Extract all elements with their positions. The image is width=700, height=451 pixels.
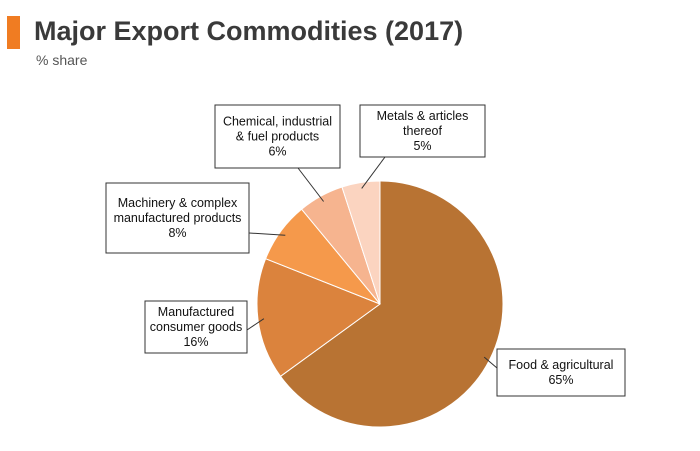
title-accent-bar — [7, 16, 20, 49]
pie-slice-metals-and-articles-thereof — [341, 180, 381, 305]
callout-box — [496, 348, 626, 397]
callout-box — [105, 182, 250, 254]
callout-category-label: Machinery & complex — [118, 196, 238, 210]
chart-title: Major Export Commodities (2017) — [34, 16, 464, 46]
callout-box — [144, 300, 248, 354]
callout-leader-line — [246, 318, 265, 331]
callout-category-label: consumer goods — [150, 320, 242, 334]
callout-leader-line — [248, 232, 286, 236]
pie-slice-manufactured-consumer-goods — [256, 258, 382, 377]
pie-slice-food-and-agricultural — [279, 180, 504, 428]
callout-value-label: 6% — [268, 145, 286, 159]
callout-value-label: 8% — [168, 226, 186, 240]
callout-leader-line — [483, 356, 498, 369]
callout-category-label: Food & agricultural — [509, 358, 614, 372]
callout-category-label: & fuel products — [236, 130, 319, 144]
callout-value-label: 5% — [413, 139, 431, 153]
callout-category-label: Manufactured — [158, 305, 234, 319]
callout-value-label: 16% — [183, 335, 208, 349]
callout-box — [214, 104, 341, 169]
callout-leader-line — [297, 167, 324, 202]
callout-box — [359, 104, 486, 158]
callout-category-label: Chemical, industrial — [223, 115, 332, 129]
callout-leader-line — [361, 156, 386, 189]
callout-category-label: thereof — [403, 124, 442, 138]
callout-category-label: manufactured products — [114, 211, 242, 225]
callout-category-label: Metals & articles — [377, 109, 469, 123]
pie-slices — [256, 180, 504, 428]
chart-subtitle: % share — [36, 52, 88, 68]
callout-value-label: 65% — [548, 373, 573, 387]
